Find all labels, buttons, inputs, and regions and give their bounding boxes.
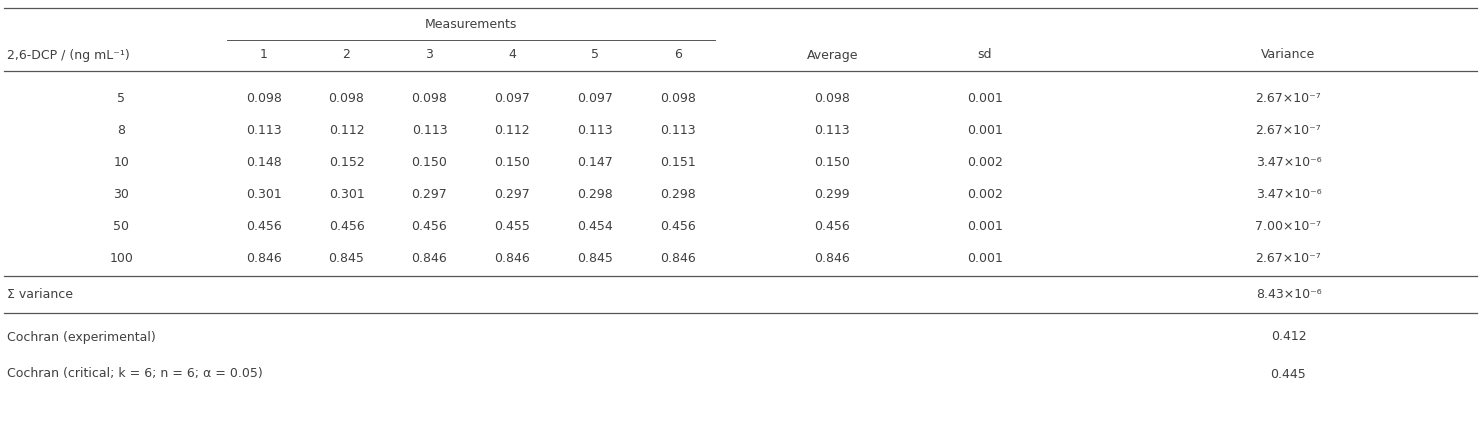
Text: 0.002: 0.002 — [967, 155, 1003, 168]
Text: 30: 30 — [114, 187, 129, 200]
Text: 0.001: 0.001 — [967, 91, 1003, 104]
Text: 0.150: 0.150 — [495, 155, 530, 168]
Text: 0.456: 0.456 — [329, 219, 364, 232]
Text: 0.846: 0.846 — [815, 251, 850, 264]
Text: 0.297: 0.297 — [495, 187, 530, 200]
Text: 0.445: 0.445 — [1271, 368, 1306, 381]
Text: 0.097: 0.097 — [578, 91, 613, 104]
Text: 0.001: 0.001 — [967, 251, 1003, 264]
Text: 0.301: 0.301 — [329, 187, 364, 200]
Text: 0.112: 0.112 — [495, 123, 530, 136]
Text: 0.845: 0.845 — [329, 251, 364, 264]
Text: 3.47×10⁻⁶: 3.47×10⁻⁶ — [1256, 155, 1321, 168]
Text: 0.098: 0.098 — [329, 91, 364, 104]
Text: 2.67×10⁻⁷: 2.67×10⁻⁷ — [1256, 123, 1321, 136]
Text: 5: 5 — [117, 91, 126, 104]
Text: 1: 1 — [259, 48, 268, 61]
Text: 0.456: 0.456 — [246, 219, 281, 232]
Text: 0.151: 0.151 — [661, 155, 696, 168]
Text: 0.299: 0.299 — [815, 187, 850, 200]
Text: 4: 4 — [508, 48, 517, 61]
Text: 0.150: 0.150 — [412, 155, 447, 168]
Text: Measurements: Measurements — [425, 18, 517, 30]
Text: 0.846: 0.846 — [495, 251, 530, 264]
Text: 2: 2 — [342, 48, 351, 61]
Text: Variance: Variance — [1262, 48, 1315, 61]
Text: 0.301: 0.301 — [246, 187, 281, 200]
Text: Average: Average — [807, 48, 857, 61]
Text: 0.112: 0.112 — [329, 123, 364, 136]
Text: 0.148: 0.148 — [246, 155, 281, 168]
Text: 0.113: 0.113 — [412, 123, 447, 136]
Text: 0.113: 0.113 — [815, 123, 850, 136]
Text: 0.845: 0.845 — [578, 251, 613, 264]
Text: 0.152: 0.152 — [329, 155, 364, 168]
Text: Σ variance: Σ variance — [7, 288, 74, 301]
Text: 0.412: 0.412 — [1271, 330, 1306, 344]
Text: 10: 10 — [114, 155, 129, 168]
Text: 3: 3 — [425, 48, 434, 61]
Text: 0.113: 0.113 — [578, 123, 613, 136]
Text: 0.846: 0.846 — [246, 251, 281, 264]
Text: 7.00×10⁻⁷: 7.00×10⁻⁷ — [1256, 219, 1321, 232]
Text: 0.001: 0.001 — [967, 219, 1003, 232]
Text: 100: 100 — [110, 251, 133, 264]
Text: 2.67×10⁻⁷: 2.67×10⁻⁷ — [1256, 91, 1321, 104]
Text: 0.456: 0.456 — [661, 219, 696, 232]
Text: 0.098: 0.098 — [246, 91, 281, 104]
Text: sd: sd — [977, 48, 992, 61]
Text: 0.113: 0.113 — [661, 123, 696, 136]
Text: 0.113: 0.113 — [246, 123, 281, 136]
Text: 2.67×10⁻⁷: 2.67×10⁻⁷ — [1256, 251, 1321, 264]
Text: 0.002: 0.002 — [967, 187, 1003, 200]
Text: 2,6-DCP / (ng mL⁻¹): 2,6-DCP / (ng mL⁻¹) — [7, 48, 130, 61]
Text: 0.001: 0.001 — [967, 123, 1003, 136]
Text: 0.456: 0.456 — [412, 219, 447, 232]
Text: 6: 6 — [674, 48, 683, 61]
Text: 0.846: 0.846 — [412, 251, 447, 264]
Text: 0.454: 0.454 — [578, 219, 613, 232]
Text: 5: 5 — [591, 48, 600, 61]
Text: 0.098: 0.098 — [412, 91, 447, 104]
Text: 8.43×10⁻⁶: 8.43×10⁻⁶ — [1256, 288, 1321, 301]
Text: 0.098: 0.098 — [815, 91, 850, 104]
Text: 0.297: 0.297 — [412, 187, 447, 200]
Text: 3.47×10⁻⁶: 3.47×10⁻⁶ — [1256, 187, 1321, 200]
Text: 0.147: 0.147 — [578, 155, 613, 168]
Text: 0.097: 0.097 — [495, 91, 530, 104]
Text: 8: 8 — [117, 123, 126, 136]
Text: 0.298: 0.298 — [578, 187, 613, 200]
Text: 0.456: 0.456 — [815, 219, 850, 232]
Text: Cochran (critical; k = 6; n = 6; α = 0.05): Cochran (critical; k = 6; n = 6; α = 0.0… — [7, 368, 264, 381]
Text: 50: 50 — [114, 219, 129, 232]
Text: 0.150: 0.150 — [815, 155, 850, 168]
Text: 0.455: 0.455 — [495, 219, 530, 232]
Text: 0.298: 0.298 — [661, 187, 696, 200]
Text: 0.846: 0.846 — [661, 251, 696, 264]
Text: Cochran (experimental): Cochran (experimental) — [7, 330, 156, 344]
Text: 0.098: 0.098 — [661, 91, 696, 104]
